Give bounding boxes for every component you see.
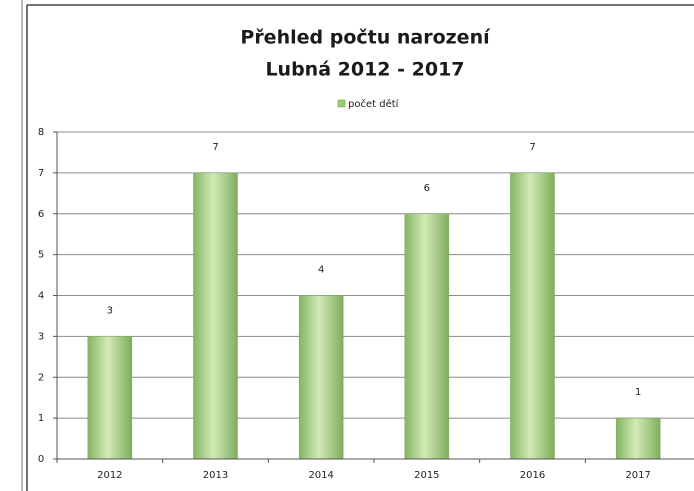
chart-subtitle: Lubná 2012 - 2017: [265, 59, 464, 81]
data-label: 7: [529, 142, 535, 153]
y-tick-label: 6: [38, 209, 44, 220]
y-tick-label: 3: [38, 331, 44, 342]
data-label: 1: [635, 387, 641, 398]
data-label: 3: [107, 305, 113, 316]
x-tick-label: 2013: [203, 470, 228, 481]
y-tick-label: 7: [38, 168, 44, 179]
legend-label: počet dětí: [348, 98, 400, 110]
bar: [510, 172, 555, 460]
y-tick-label: 4: [38, 291, 44, 302]
data-label: 4: [318, 265, 324, 276]
y-tick-label: 8: [38, 127, 44, 138]
bar: [193, 172, 238, 460]
bar: [87, 336, 133, 460]
data-label: 6: [424, 183, 430, 194]
data-label: 7: [212, 142, 218, 153]
x-tick-label: 2016: [520, 470, 545, 481]
bar: [298, 295, 344, 460]
x-tick-label: 2015: [414, 470, 439, 481]
legend-swatch: [337, 99, 346, 108]
y-tick-label: 5: [38, 250, 44, 261]
x-tick-label: 2012: [97, 470, 122, 481]
bar: [615, 417, 661, 460]
chart-title: Přehled počtu narození: [240, 27, 491, 49]
bar: [404, 213, 450, 460]
y-tick-label: 0: [38, 454, 44, 465]
x-tick-label: 2017: [625, 470, 650, 481]
y-tick-label: 2: [38, 372, 44, 383]
x-tick-label: 2014: [308, 470, 333, 481]
y-tick-label: 1: [38, 413, 44, 424]
